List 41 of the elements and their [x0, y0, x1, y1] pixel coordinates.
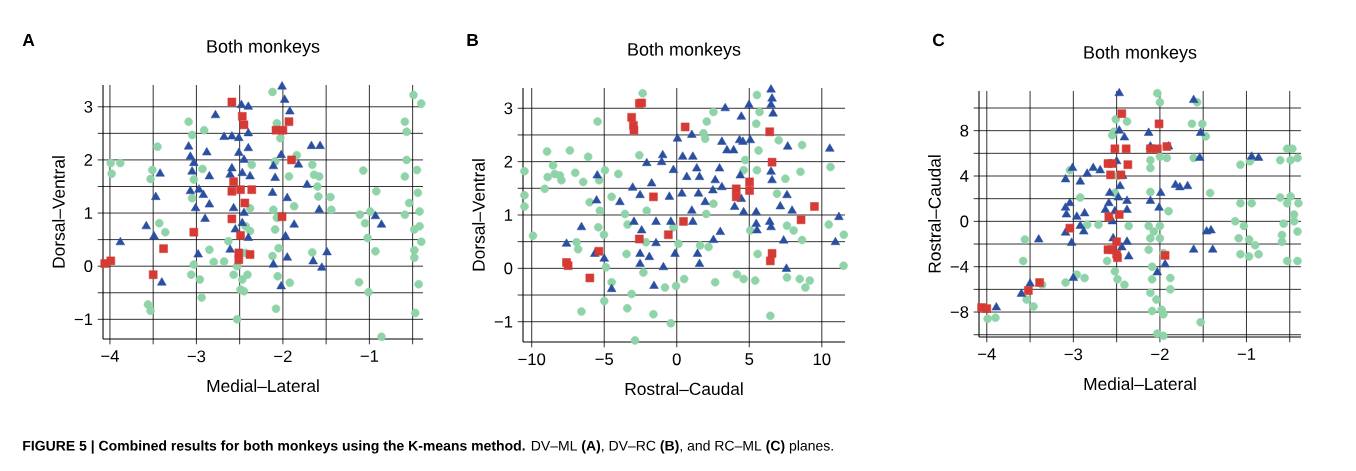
y-tick-label: 3: [504, 102, 513, 115]
chart-title: Both monkeys: [1084, 45, 1197, 63]
x-axis-title: Medial–Lateral: [207, 379, 319, 393]
y-tick-label: 4: [960, 170, 969, 182]
text: FIGURE 5 | Combined results for both monkeys using the K-means method. DV–ML (A), DV–RC (B), and RC–ML (C) planes.: [23, 440, 833, 454]
y-axis-title: Rostral–Caudal: [928, 155, 941, 273]
y-axis-title: Dorsal–Ventral: [472, 159, 485, 271]
y-tick-label: −4: [950, 260, 969, 273]
y-tick-label: 1: [84, 207, 93, 219]
chart-title: Both monkeys: [628, 42, 741, 60]
x-tick-label: −3: [187, 350, 206, 363]
x-tick-label: 10: [813, 353, 831, 366]
x-tick-label: −4: [101, 350, 119, 362]
y-tick-label: −1: [494, 315, 513, 328]
x-tick-label: −3: [1064, 348, 1083, 361]
text: C: [932, 33, 945, 47]
y-tick-label: −8: [950, 306, 969, 318]
y-tick-label: 0: [960, 215, 969, 228]
x-tick-label: −5: [595, 353, 614, 365]
y-tick-label: −1: [74, 313, 93, 326]
x-tick-label: 0: [672, 353, 681, 366]
x-tick-label: −4: [978, 348, 996, 360]
text: B: [467, 34, 479, 46]
y-tick-label: 1: [504, 209, 513, 221]
y-tick-label: 0: [504, 262, 513, 275]
x-tick-label: −1: [1237, 348, 1256, 360]
y-tick-label: 2: [504, 155, 513, 168]
y-tick-label: 3: [84, 100, 93, 113]
y-axis-title: Dorsal–Ventral: [52, 156, 65, 268]
y-tick-label: 2: [84, 154, 93, 166]
x-tick-label: 5: [745, 353, 754, 365]
x-tick-label: −1: [360, 350, 379, 362]
y-tick-label: 8: [960, 124, 969, 137]
x-axis-title: Rostral–Caudal: [625, 382, 743, 396]
chart-title: Both monkeys: [207, 39, 320, 57]
x-tick-label: −10: [518, 353, 546, 366]
x-tick-label: −2: [1151, 348, 1169, 360]
x-tick-label: −2: [274, 350, 292, 362]
text: A: [22, 34, 35, 46]
y-tick-label: 0: [84, 260, 93, 273]
x-axis-title: Medial–Lateral: [1084, 377, 1196, 391]
